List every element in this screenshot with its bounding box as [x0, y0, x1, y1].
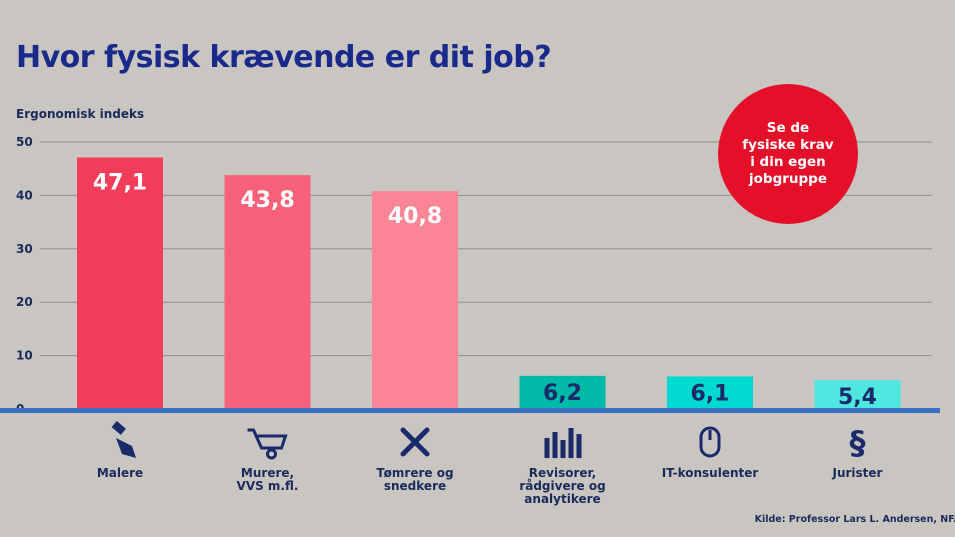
category-label: Revisorer, rådgivere og analytikere: [519, 466, 606, 506]
source-note: Kilde: Professor Lars L. Andersen, NFA: [754, 514, 955, 525]
job-group-badge-button[interactable]: Se de fysiske krav i din egen jobgruppe: [718, 84, 858, 224]
badge-text: Se de fysiske krav i din egen jobgruppe: [742, 120, 834, 187]
category-label: Jurister: [832, 466, 883, 480]
category-label: Murere, VVS m.fl.: [236, 466, 299, 493]
bar-value-label: 6,1: [691, 381, 730, 406]
bar: [814, 380, 901, 409]
y-axis-label: Ergonomisk indeks: [16, 107, 145, 121]
y-tick-label: 20: [16, 295, 33, 309]
bar: [519, 375, 606, 409]
category-label: IT-konsulenter: [661, 466, 759, 480]
chart-title: Hvor fysisk krævende er dit job?: [16, 40, 552, 75]
bar: [667, 376, 753, 409]
bar: [77, 157, 163, 409]
bar: [224, 175, 311, 409]
paintbrush-icon: [111, 420, 136, 458]
wheelbarrow-icon: [247, 428, 288, 460]
y-tick-label: 10: [16, 349, 33, 363]
bar-value-label: 5,4: [838, 385, 877, 410]
paragraph-icon: §: [850, 424, 866, 462]
y-tick-label: 30: [16, 242, 33, 256]
tools-icon: [400, 427, 430, 457]
bar: [372, 191, 458, 409]
x-axis-line: [0, 408, 940, 413]
bar-value-label: 40,8: [388, 204, 442, 229]
category-label: Malere: [96, 466, 144, 480]
bar-value-label: 43,8: [240, 188, 294, 213]
bar-value-label: 6,2: [543, 381, 582, 406]
category-label: Tømrere og snedkere: [376, 466, 454, 493]
y-tick-label: 50: [16, 135, 33, 149]
analytics-report-icon: [544, 428, 582, 458]
computer-mouse-icon: [699, 426, 721, 458]
y-tick-label: 40: [16, 188, 33, 202]
bar-value-label: 47,1: [93, 170, 147, 195]
